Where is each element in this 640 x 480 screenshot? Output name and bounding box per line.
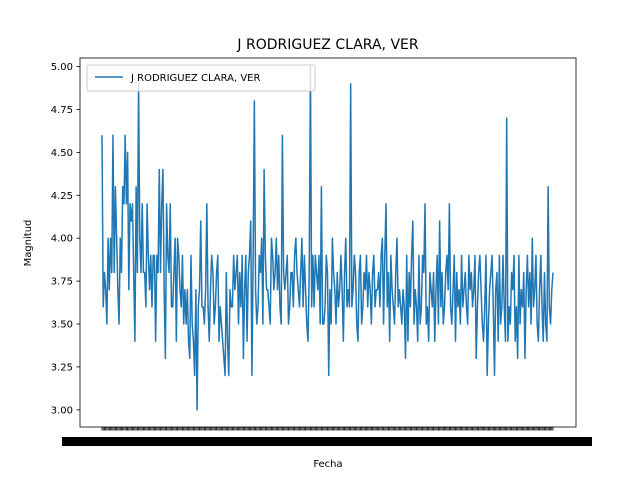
- x-axis: [62, 427, 592, 446]
- legend-label: J RODRIGUEZ CLARA, VER: [130, 73, 260, 84]
- x-tick-labels-overlap: [62, 437, 592, 446]
- y-tick-label: 3.00: [51, 405, 73, 416]
- y-tick-label: 4.25: [51, 191, 73, 202]
- y-tick-label: 3.25: [51, 362, 73, 373]
- y-tick-label: 4.00: [51, 234, 73, 245]
- y-axis-label: Magnitud: [23, 220, 34, 267]
- y-axis: 3.00 3.25 3.50 3.75 4.00 4.25 4.50 4.75 5.00: [51, 62, 80, 416]
- y-tick-label: 3.50: [51, 320, 73, 331]
- y-tick-label: 4.50: [51, 148, 73, 159]
- legend-box: [86, 64, 316, 92]
- y-tick-label: 5.00: [51, 62, 73, 73]
- series-line: [101, 65, 554, 411]
- x-axis-label: Fecha: [313, 459, 342, 470]
- chart-title: J RODRIGUEZ CLARA, VER: [236, 37, 418, 53]
- plot-frame: [79, 57, 577, 428]
- y-tick-label: 4.75: [51, 105, 73, 116]
- y-tick-label: 3.75: [51, 277, 73, 288]
- legend: J RODRIGUEZ CLARA, VER: [86, 64, 316, 92]
